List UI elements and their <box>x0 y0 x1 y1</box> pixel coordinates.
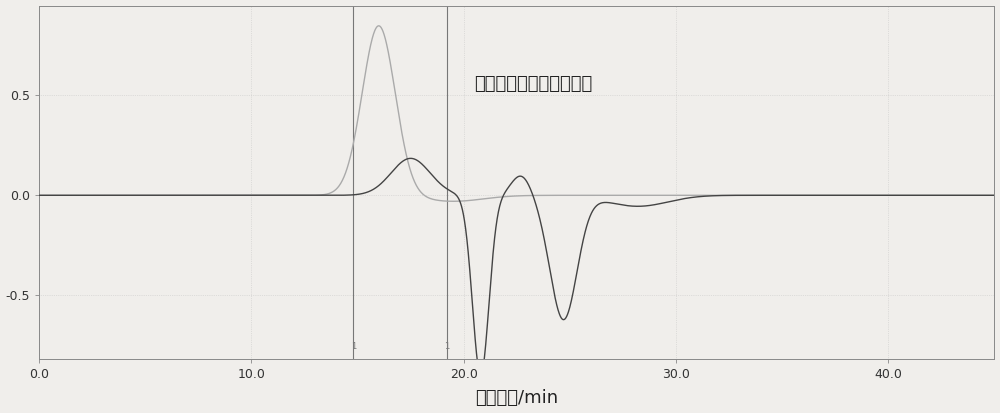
X-axis label: 保留时间/min: 保留时间/min <box>475 389 558 408</box>
Text: 1: 1 <box>351 342 356 351</box>
Text: 功能化温度敏感型聚合物: 功能化温度敏感型聚合物 <box>474 76 593 93</box>
Text: 1: 1 <box>444 342 449 351</box>
